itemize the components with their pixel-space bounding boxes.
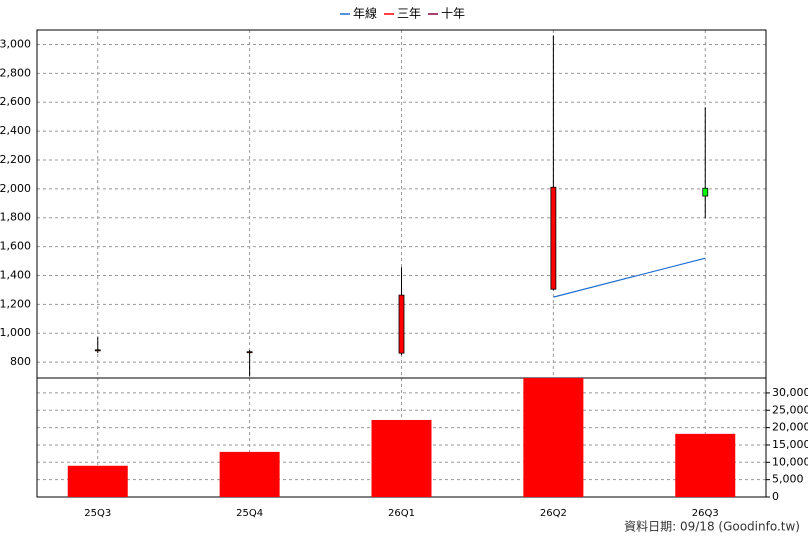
volume-bar	[219, 451, 280, 497]
x-tick-label: 26Q3	[692, 508, 719, 519]
y-tick-label: 2,600	[0, 95, 31, 108]
candle-body	[246, 351, 253, 354]
y-tick-label: 1,200	[0, 297, 31, 310]
y2-tick-label: 15,000	[772, 438, 808, 451]
y-tick-label: 3,000	[0, 37, 31, 50]
candle-body	[702, 187, 709, 197]
y2-tick-label: 20,000	[772, 421, 808, 434]
y2-tick-label: 5,000	[772, 473, 804, 486]
footer: 資料日期: 09/18 (Goodinfo.tw)	[624, 520, 800, 534]
volume-bar	[67, 465, 128, 497]
volume-bar	[523, 378, 584, 497]
y-tick-label: 800	[10, 355, 31, 368]
candle-body	[550, 186, 557, 290]
y-tick-label: 1,400	[0, 268, 31, 281]
legend-label: 年線	[353, 6, 377, 21]
x-tick-label: 25Q4	[236, 508, 263, 519]
candle-body	[94, 349, 101, 352]
legend-label: 三年	[397, 7, 421, 21]
y-tick-label: 1,800	[0, 211, 31, 224]
volume-bar	[675, 433, 736, 497]
line-series	[553, 257, 706, 298]
y-tick-label: 2,200	[0, 153, 31, 166]
y-tick-label: 2,000	[0, 182, 31, 195]
volume-bar	[371, 419, 432, 497]
y2-tick-label: 30,000	[772, 386, 808, 399]
y-tick-label: 1,600	[0, 240, 31, 253]
y2-tick-label: 25,000	[772, 403, 808, 416]
x-tick-label: 26Q1	[388, 508, 415, 519]
y-tick-label: 2,800	[0, 66, 31, 79]
candle-body	[398, 294, 405, 354]
y-tick-label: 2,400	[0, 124, 31, 137]
x-tick-label: 26Q2	[540, 508, 567, 519]
x-tick-label: 25Q3	[84, 508, 111, 519]
y2-tick-label: 0	[772, 490, 779, 503]
y-tick-label: 1,000	[0, 326, 31, 339]
y2-tick-label: 10,000	[772, 455, 808, 468]
legend-label: 十年	[441, 7, 465, 21]
